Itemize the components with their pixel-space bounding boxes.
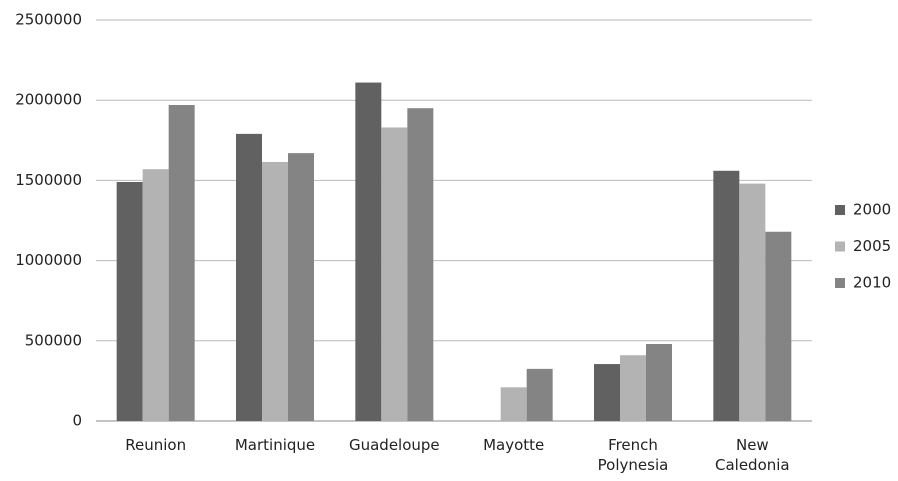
bar [739,183,766,421]
bar [713,170,740,421]
bar [355,82,382,421]
bar [288,153,314,421]
y-tick-label: 2000000 [15,91,82,109]
legend-label: 2005 [853,237,891,255]
bar [116,182,143,421]
y-tick-label: 1500000 [15,171,82,189]
y-tick-label: 1000000 [15,251,82,269]
x-tick-label: New Caledonia [715,436,790,474]
x-tick-label: Martinique [234,436,316,454]
legend-swatch [835,205,845,215]
bar [236,133,262,421]
bar [381,127,408,421]
bar [620,355,646,421]
bar [407,108,434,421]
bar [646,344,672,421]
bar [262,161,288,422]
x-tick-label: Mayotte [483,436,545,454]
legend-swatch [835,241,845,252]
legend-label: 2000 [853,201,891,219]
x-tick-label: Reunion [125,436,187,454]
bar [526,368,553,421]
bar [142,169,169,421]
x-tick-label: French Polynesia [597,436,669,474]
y-tick-label: 0 [72,412,82,430]
bar [765,231,792,421]
bar [168,105,195,422]
legend-swatch [835,278,845,288]
y-tick-label: 2500000 [15,11,82,29]
legend-label: 2010 [853,274,891,292]
x-tick-label: Guadeloupe [348,436,440,454]
bar [594,364,620,421]
y-tick-label: 500000 [25,331,82,349]
bar [500,387,527,421]
